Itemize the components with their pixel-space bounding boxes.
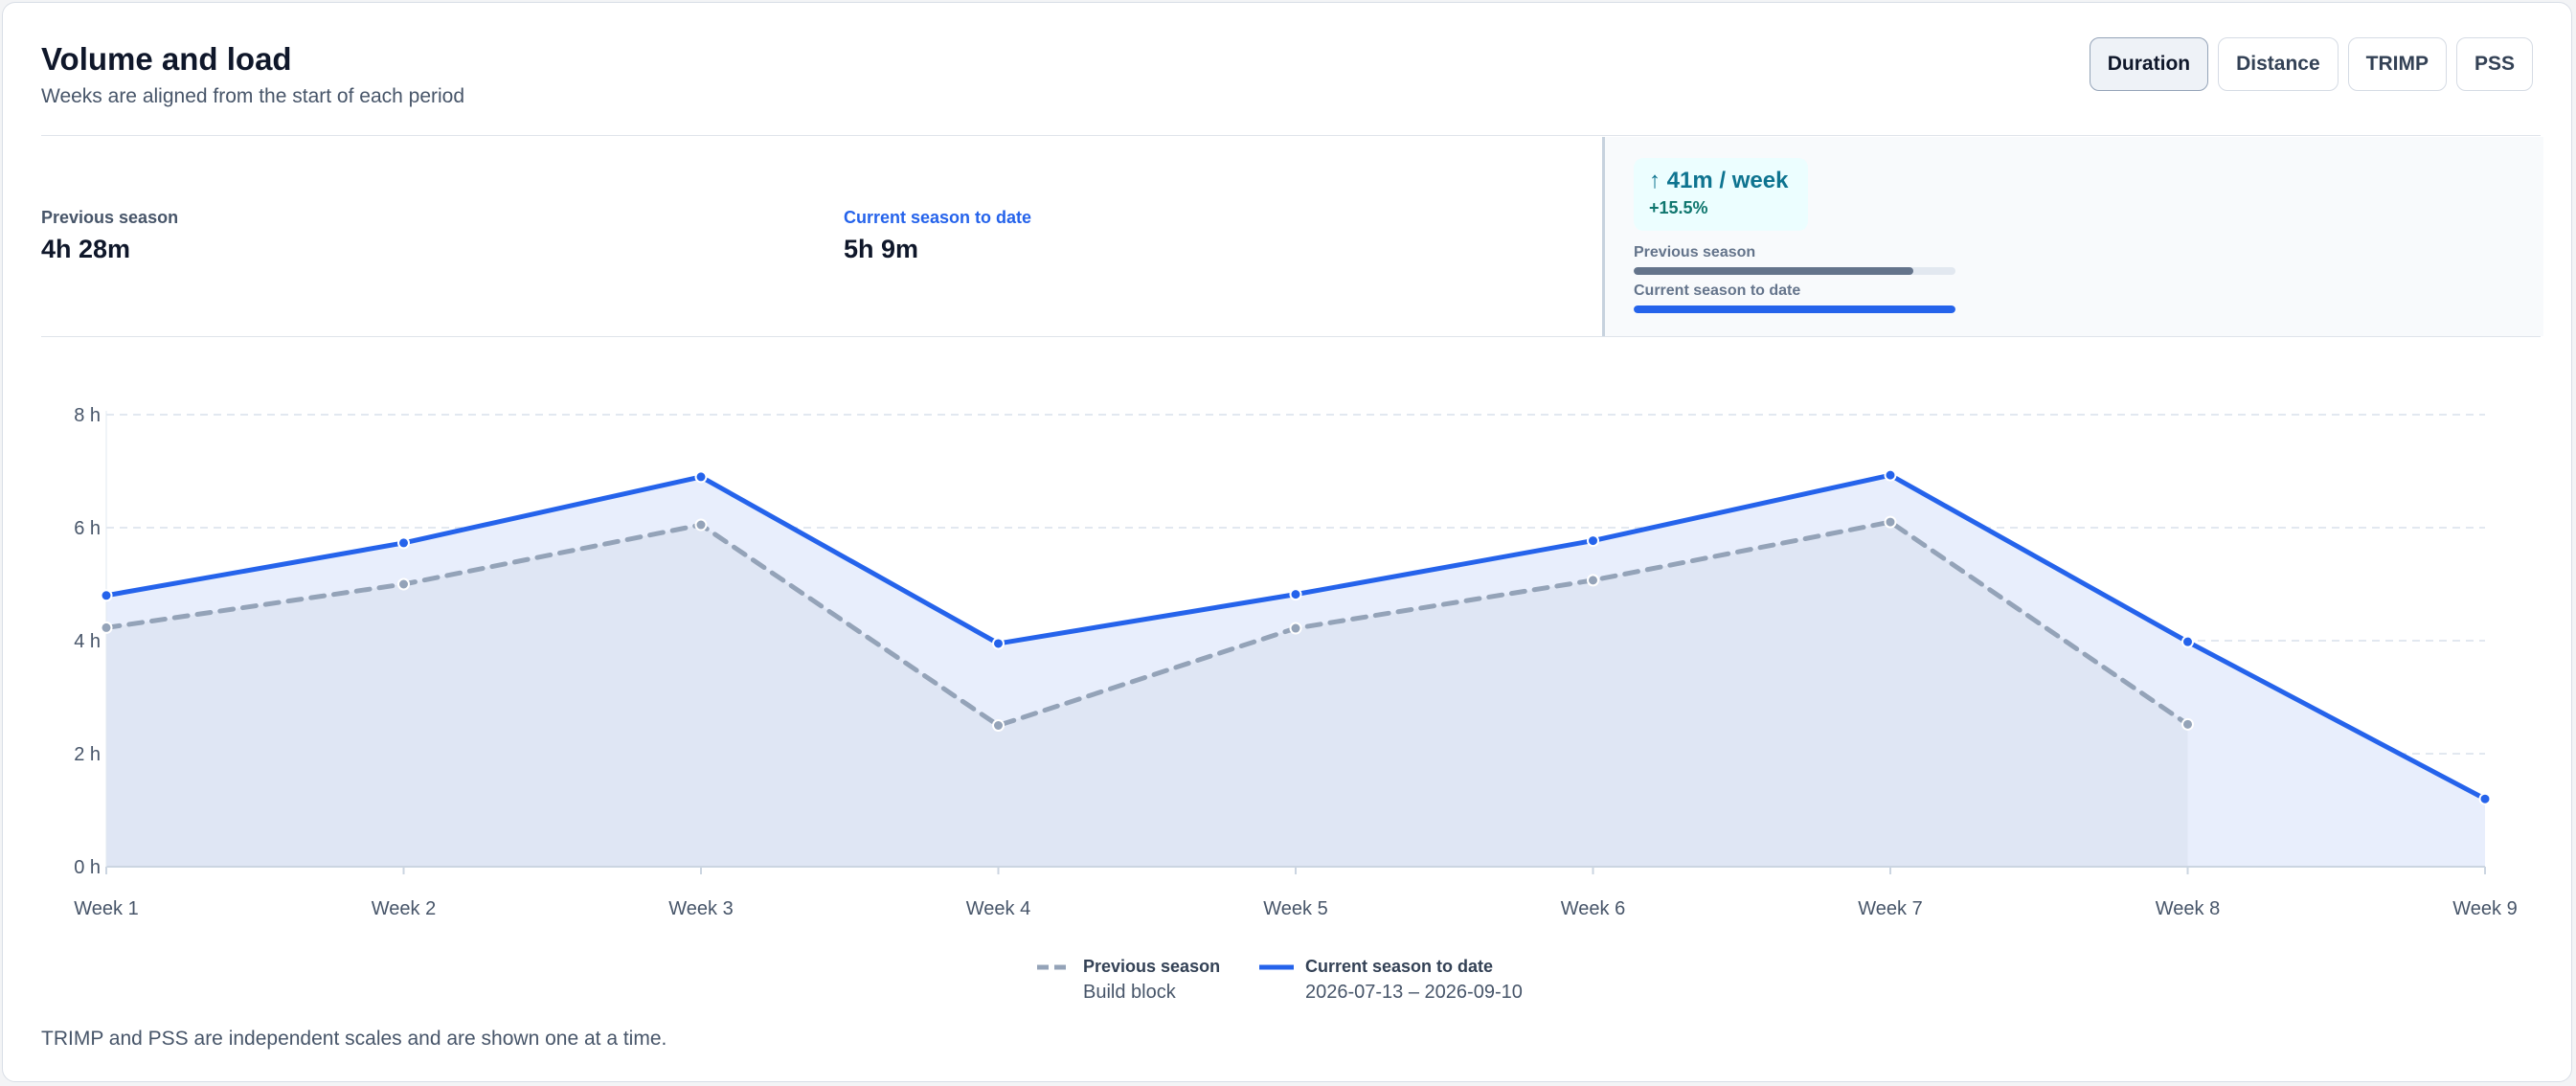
data-point-previous — [992, 719, 1005, 732]
delta-panel: ↑ 41m / week +15.5% Previous season Curr… — [1602, 137, 2543, 336]
x-tick-label: Week 7 — [1858, 898, 1922, 919]
metric-trimp-button[interactable]: TRIMP — [2347, 37, 2447, 91]
legend-current-sublabel: 2026-07-13 – 2026-09-10 — [1305, 982, 1523, 1003]
data-point-previous — [100, 621, 113, 634]
data-point-current — [100, 589, 113, 602]
x-tick-label: Week 8 — [2156, 898, 2220, 919]
delta-per-week: ↑ 41m / week — [1649, 168, 1789, 193]
x-tick-label: Week 5 — [1263, 898, 1327, 919]
data-point-previous — [397, 577, 410, 591]
data-point-current — [1289, 588, 1302, 601]
data-point-previous — [1587, 574, 1599, 587]
data-point-previous — [2181, 717, 2194, 731]
page-title: Volume and load — [41, 41, 292, 77]
y-tick-label: 2 h — [74, 744, 101, 765]
compare-bar-current-fill — [1634, 305, 1955, 313]
current-season-label: Current season to date — [844, 208, 1032, 227]
data-point-previous — [1289, 622, 1302, 635]
previous-season-label: Previous season — [41, 208, 179, 227]
data-point-current — [992, 637, 1005, 650]
data-point-previous — [694, 518, 708, 532]
y-tick-label: 4 h — [74, 631, 101, 652]
y-tick-label: 8 h — [74, 405, 101, 426]
legend-previous-name: Previous season — [1083, 957, 1221, 976]
current-season-value: 5h 9m — [844, 235, 919, 263]
header-divider — [41, 135, 2541, 136]
x-tick-label: Week 2 — [372, 898, 436, 919]
x-tick-label: Week 3 — [668, 898, 733, 919]
page-subtitle: Weeks are aligned from the start of each… — [41, 85, 465, 107]
x-tick-label: Week 9 — [2452, 898, 2517, 919]
series-area-previous — [106, 522, 2188, 867]
data-point-current — [1884, 468, 1897, 482]
volume-line-chart: 0 h 2 h 4 h 6 h 8 h Week 1 Week 2 Week 3 Week 4 W… — [74, 405, 2518, 919]
data-point-current — [1587, 534, 1599, 548]
data-point-current — [397, 536, 410, 550]
metric-selector: Duration Distance TRIMP PSS — [2089, 37, 2533, 91]
legend-previous-swatch — [1037, 964, 1072, 970]
compare-bar-previous — [1634, 267, 1955, 275]
metric-duration-button[interactable]: Duration — [2089, 37, 2209, 91]
data-point-current — [2478, 792, 2492, 805]
delta-percent: +15.5% — [1649, 198, 1708, 217]
previous-season-value: 4h 28m — [41, 235, 131, 263]
metric-distance-button[interactable]: Distance — [2218, 37, 2339, 91]
x-tick-label: Week 4 — [966, 898, 1030, 919]
series-line-previous — [103, 519, 2190, 728]
x-tick-label: Week 6 — [1561, 898, 1625, 919]
y-tick-label: 6 h — [74, 518, 101, 539]
delta-badge: ↑ 41m / week +15.5% — [1634, 158, 1808, 231]
legend-current-name: Current season to date — [1305, 957, 1494, 976]
y-tick-label: 0 h — [74, 857, 101, 878]
data-point-previous — [1884, 515, 1897, 529]
summary-divider — [41, 336, 2541, 337]
compare-bar-previous-fill — [1634, 267, 1914, 275]
metric-pss-button[interactable]: PSS — [2455, 37, 2533, 91]
compare-bar-current — [1634, 305, 1955, 313]
x-tick-label: Week 1 — [74, 898, 138, 919]
legend-previous-sublabel: Build block — [1083, 982, 1176, 1003]
data-point-current — [694, 470, 708, 484]
compare-bar-previous-label: Previous season — [1634, 244, 1756, 260]
data-point-current — [2181, 635, 2194, 648]
footnote: TRIMP and PSS are independent scales and… — [41, 1028, 667, 1050]
legend-current-swatch — [1259, 964, 1294, 970]
compare-bar-current-label: Current season to date — [1634, 283, 1801, 299]
